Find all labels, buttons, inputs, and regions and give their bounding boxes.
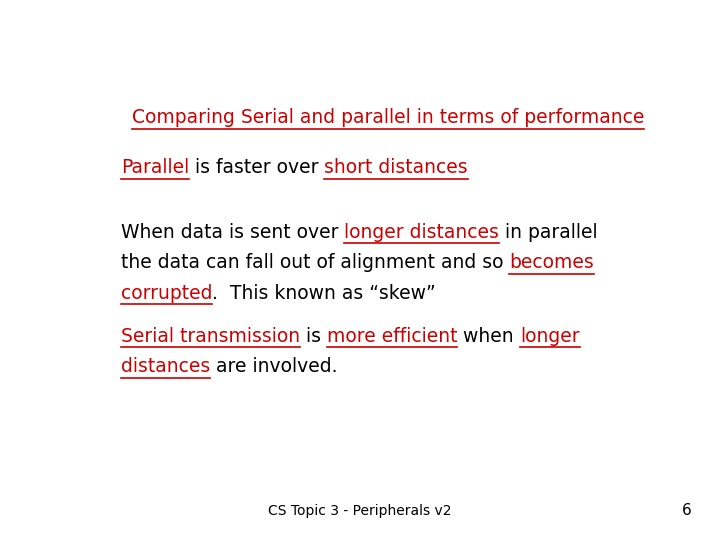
Text: short distances: short distances [325, 158, 468, 177]
Text: are involved.: are involved. [210, 357, 338, 376]
Text: distances: distances [121, 357, 210, 376]
Text: is: is [300, 327, 327, 346]
Text: When data is sent over: When data is sent over [121, 223, 344, 242]
Text: CS Topic 3 - Peripherals v2: CS Topic 3 - Peripherals v2 [269, 504, 451, 518]
Text: Parallel: Parallel [121, 158, 189, 177]
Text: longer: longer [520, 327, 580, 346]
Text: is faster over: is faster over [189, 158, 325, 177]
Text: when: when [457, 327, 520, 346]
Text: Serial transmission: Serial transmission [121, 327, 300, 346]
Text: becomes: becomes [509, 253, 594, 272]
Text: corrupted: corrupted [121, 284, 212, 302]
Text: more efficient: more efficient [327, 327, 457, 346]
Text: the data can fall out of alignment and so: the data can fall out of alignment and s… [121, 253, 509, 272]
Text: .  This known as “skew”: . This known as “skew” [212, 284, 436, 302]
Text: 6: 6 [681, 503, 691, 518]
Text: in parallel: in parallel [499, 223, 598, 242]
Text: Comparing Serial and parallel in terms of performance: Comparing Serial and parallel in terms o… [132, 109, 644, 127]
Text: longer distances: longer distances [344, 223, 499, 242]
